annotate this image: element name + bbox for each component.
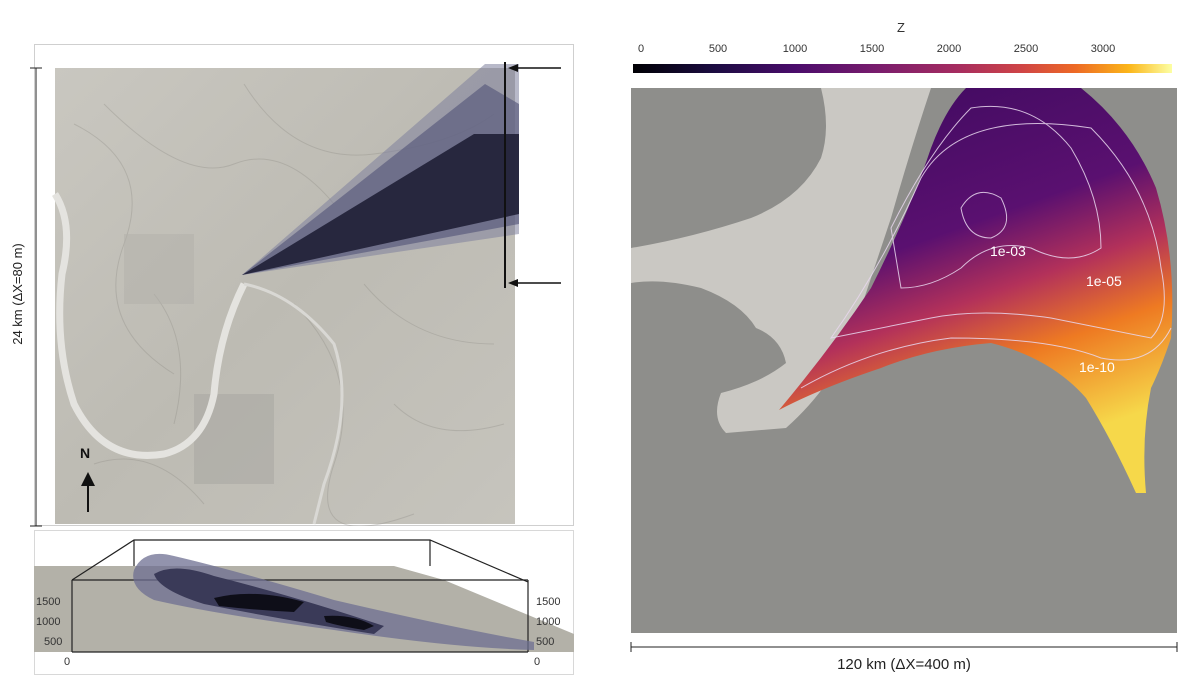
colorbar-tick: 1000 xyxy=(782,43,808,55)
arrow-top-head xyxy=(508,64,518,72)
north-arrow-icon xyxy=(81,472,95,486)
field-patch xyxy=(194,394,274,484)
contour-label-1e-05: 1e-05 xyxy=(1086,273,1122,289)
colorbar-tick: 3000 xyxy=(1090,43,1116,55)
right-map-panel: 1e-03 1e-05 1e-10 xyxy=(631,88,1177,633)
horizontal-scale-label: 120 km (ΔX=400 m) xyxy=(837,656,971,673)
section-left-tick-500: 500 xyxy=(44,636,63,648)
north-label: N xyxy=(80,445,91,461)
horizontal-scale-bar xyxy=(630,642,1178,652)
left-map-panel: N xyxy=(34,44,574,526)
right-map-svg xyxy=(631,88,1177,633)
box-top-edge xyxy=(71,539,529,583)
vertical-scale-text: 24 km (ΔX=80 m) xyxy=(10,243,25,345)
colorbar-tick: 0 xyxy=(637,43,645,55)
colorbar-title: Z xyxy=(897,20,905,35)
vertical-scale-bar xyxy=(30,67,42,527)
colorbar-tick: 2500 xyxy=(1013,43,1039,55)
section-plume-outer xyxy=(133,553,534,650)
contour-label-1e-03: 1e-03 xyxy=(990,243,1026,259)
field-patch xyxy=(124,234,194,304)
river xyxy=(51,192,248,459)
section-right-tick-500: 500 xyxy=(536,636,555,648)
vertical-scale-label: 24 km (ΔX=80 m) xyxy=(10,204,25,384)
left-map-svg xyxy=(34,44,574,526)
cross-section-panel: 1500 1000 500 0 1500 1000 500 0 xyxy=(34,530,574,675)
section-left-tick-1000: 1000 xyxy=(36,616,61,628)
contour-label-1e-10: 1e-10 xyxy=(1079,359,1115,375)
section-right-tick-1000: 1000 xyxy=(536,616,561,628)
section-left-tick-0: 0 xyxy=(64,656,71,668)
colorbar-tick: 1500 xyxy=(859,43,885,55)
cross-section-svg xyxy=(34,530,574,675)
section-plume-core xyxy=(324,615,374,630)
road xyxy=(243,282,344,525)
plume-core xyxy=(242,134,519,275)
sea xyxy=(631,88,931,433)
plume-concentration xyxy=(779,88,1173,493)
section-left-tick-1500: 1500 xyxy=(36,596,61,608)
section-right-tick-1500: 1500 xyxy=(536,596,561,608)
section-plume-core xyxy=(214,593,304,612)
contour-lines xyxy=(800,105,1172,389)
section-right-tick-0: 0 xyxy=(534,656,541,668)
arrow-bottom-head xyxy=(508,279,518,287)
colorbar xyxy=(633,64,1172,73)
colorbar-tick: 2000 xyxy=(936,43,962,55)
colorbar-tick: 500 xyxy=(708,43,728,55)
